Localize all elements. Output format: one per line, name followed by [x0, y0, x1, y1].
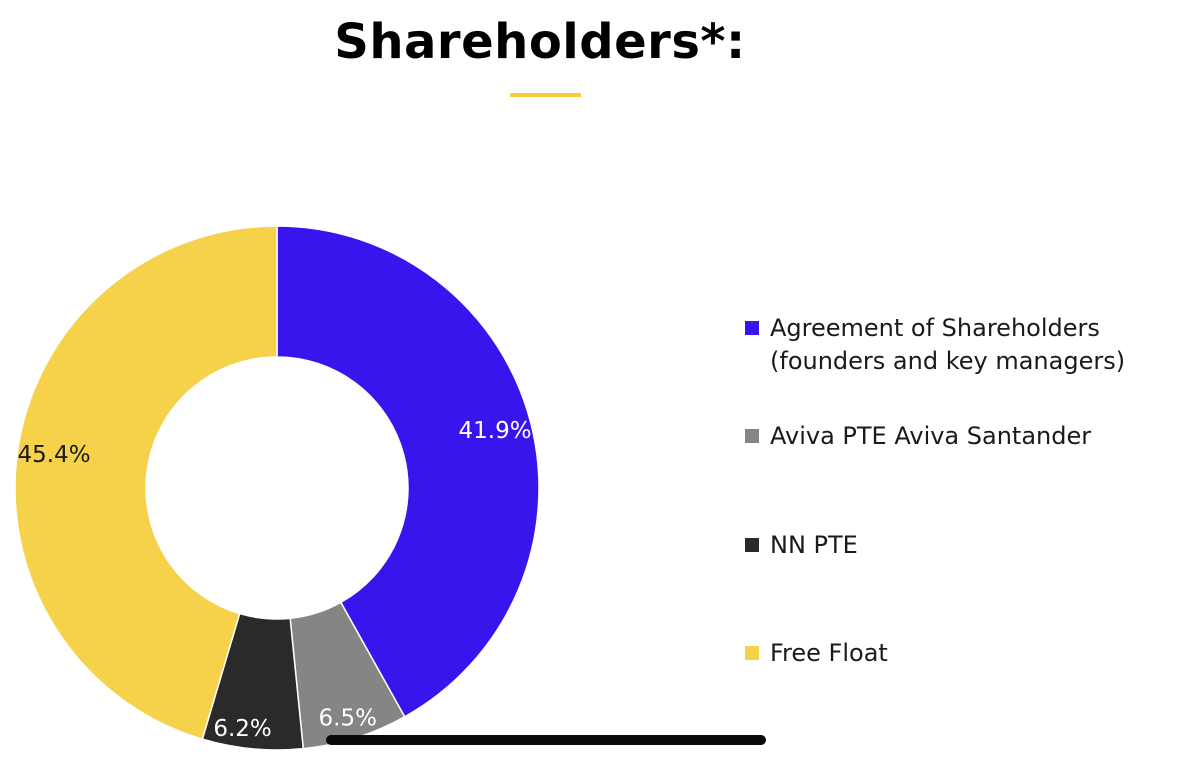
legend-swatch: [745, 321, 759, 335]
slices-group: [14, 225, 540, 751]
legend-label: NN PTE: [770, 531, 858, 559]
legend-label: Agreement of Shareholders (founders and …: [770, 314, 1126, 375]
data-label: 6.5%: [319, 705, 377, 731]
data-label: 6.2%: [213, 716, 271, 742]
legend-label: Aviva PTE Aviva Santander: [770, 422, 1092, 450]
legend-item-nn-pte: NN PTE: [745, 529, 858, 562]
chart-title: Shareholders*:: [334, 14, 746, 70]
data-labels-group: 41.9% 6.5% 6.2% 45.4%: [17, 418, 531, 742]
title-underline: [510, 93, 581, 97]
legend-item-free-float: Free Float: [745, 637, 888, 670]
donut-slice: [14, 225, 278, 741]
legend-item-aviva-pte: Aviva PTE Aviva Santander: [745, 420, 1091, 453]
legend-swatch: [745, 646, 759, 660]
legend-swatch: [745, 429, 759, 443]
donut-slice: [276, 225, 540, 718]
legend-item-agreement-of-shareholders: Agreement of Shareholders (founders and …: [745, 312, 1125, 378]
data-label: 41.9%: [459, 418, 532, 444]
legend-swatch: [745, 538, 759, 552]
legend-label: Free Float: [770, 639, 888, 667]
home-indicator-bar[interactable]: [326, 735, 766, 745]
data-label: 45.4%: [17, 442, 90, 468]
